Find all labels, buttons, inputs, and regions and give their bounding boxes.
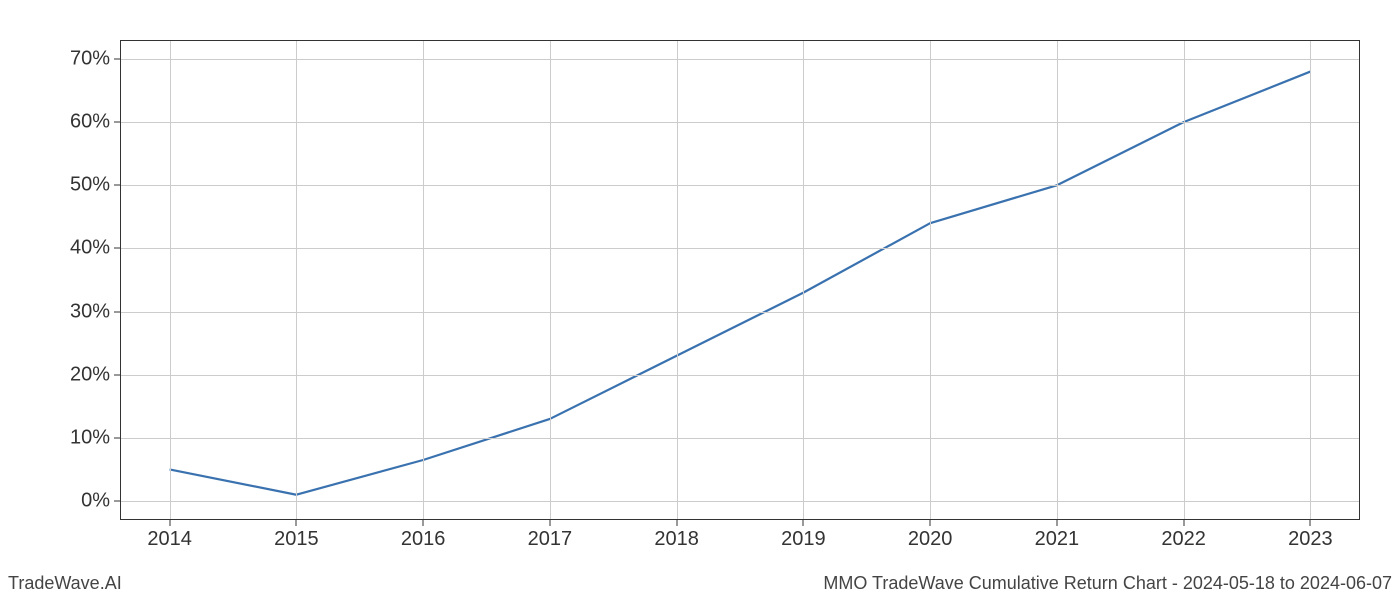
x-tick-label: 2022 [1161,520,1206,551]
gridline-horizontal [120,375,1360,376]
line-series-svg [120,40,1360,520]
gridline-vertical [1057,40,1058,520]
plot-area: 0%10%20%30%40%50%60%70%20142015201620172… [120,40,1360,520]
axis-spine-right [1359,40,1360,520]
series-line-cumulative-return [170,72,1311,495]
y-tick-label: 0% [81,490,120,513]
footer-brand: TradeWave.AI [8,573,122,594]
footer-caption: MMO TradeWave Cumulative Return Chart - … [823,573,1392,594]
gridline-vertical [1184,40,1185,520]
y-tick-label: 60% [70,111,120,134]
y-tick-label: 10% [70,426,120,449]
x-tick-label: 2015 [274,520,319,551]
gridline-vertical [1310,40,1311,520]
gridline-vertical [930,40,931,520]
x-tick-label: 2014 [147,520,192,551]
gridline-vertical [803,40,804,520]
x-tick-label: 2020 [908,520,953,551]
x-tick-label: 2023 [1288,520,1333,551]
gridline-horizontal [120,501,1360,502]
y-tick-label: 70% [70,47,120,70]
y-tick-label: 20% [70,363,120,386]
x-tick-label: 2017 [528,520,573,551]
axis-spine-left [120,40,121,520]
gridline-vertical [677,40,678,520]
axis-spine-bottom [120,519,1360,520]
x-tick-label: 2019 [781,520,826,551]
gridline-vertical [170,40,171,520]
gridline-horizontal [120,185,1360,186]
gridline-horizontal [120,248,1360,249]
x-tick-label: 2018 [654,520,699,551]
x-tick-label: 2021 [1035,520,1080,551]
gridline-vertical [423,40,424,520]
gridline-vertical [550,40,551,520]
chart-container: 0% 10% 20% 30% 40% 50% 60% 70% 2014 2015 2016 2017 2… [0,0,1400,600]
gridline-horizontal [120,122,1360,123]
gridline-horizontal [120,312,1360,313]
gridline-horizontal [120,438,1360,439]
y-tick-label: 30% [70,300,120,323]
y-tick-label: 40% [70,237,120,260]
gridline-vertical [296,40,297,520]
axis-spine-top [120,40,1360,41]
x-tick-label: 2016 [401,520,446,551]
gridline-horizontal [120,59,1360,60]
y-tick-label: 50% [70,174,120,197]
